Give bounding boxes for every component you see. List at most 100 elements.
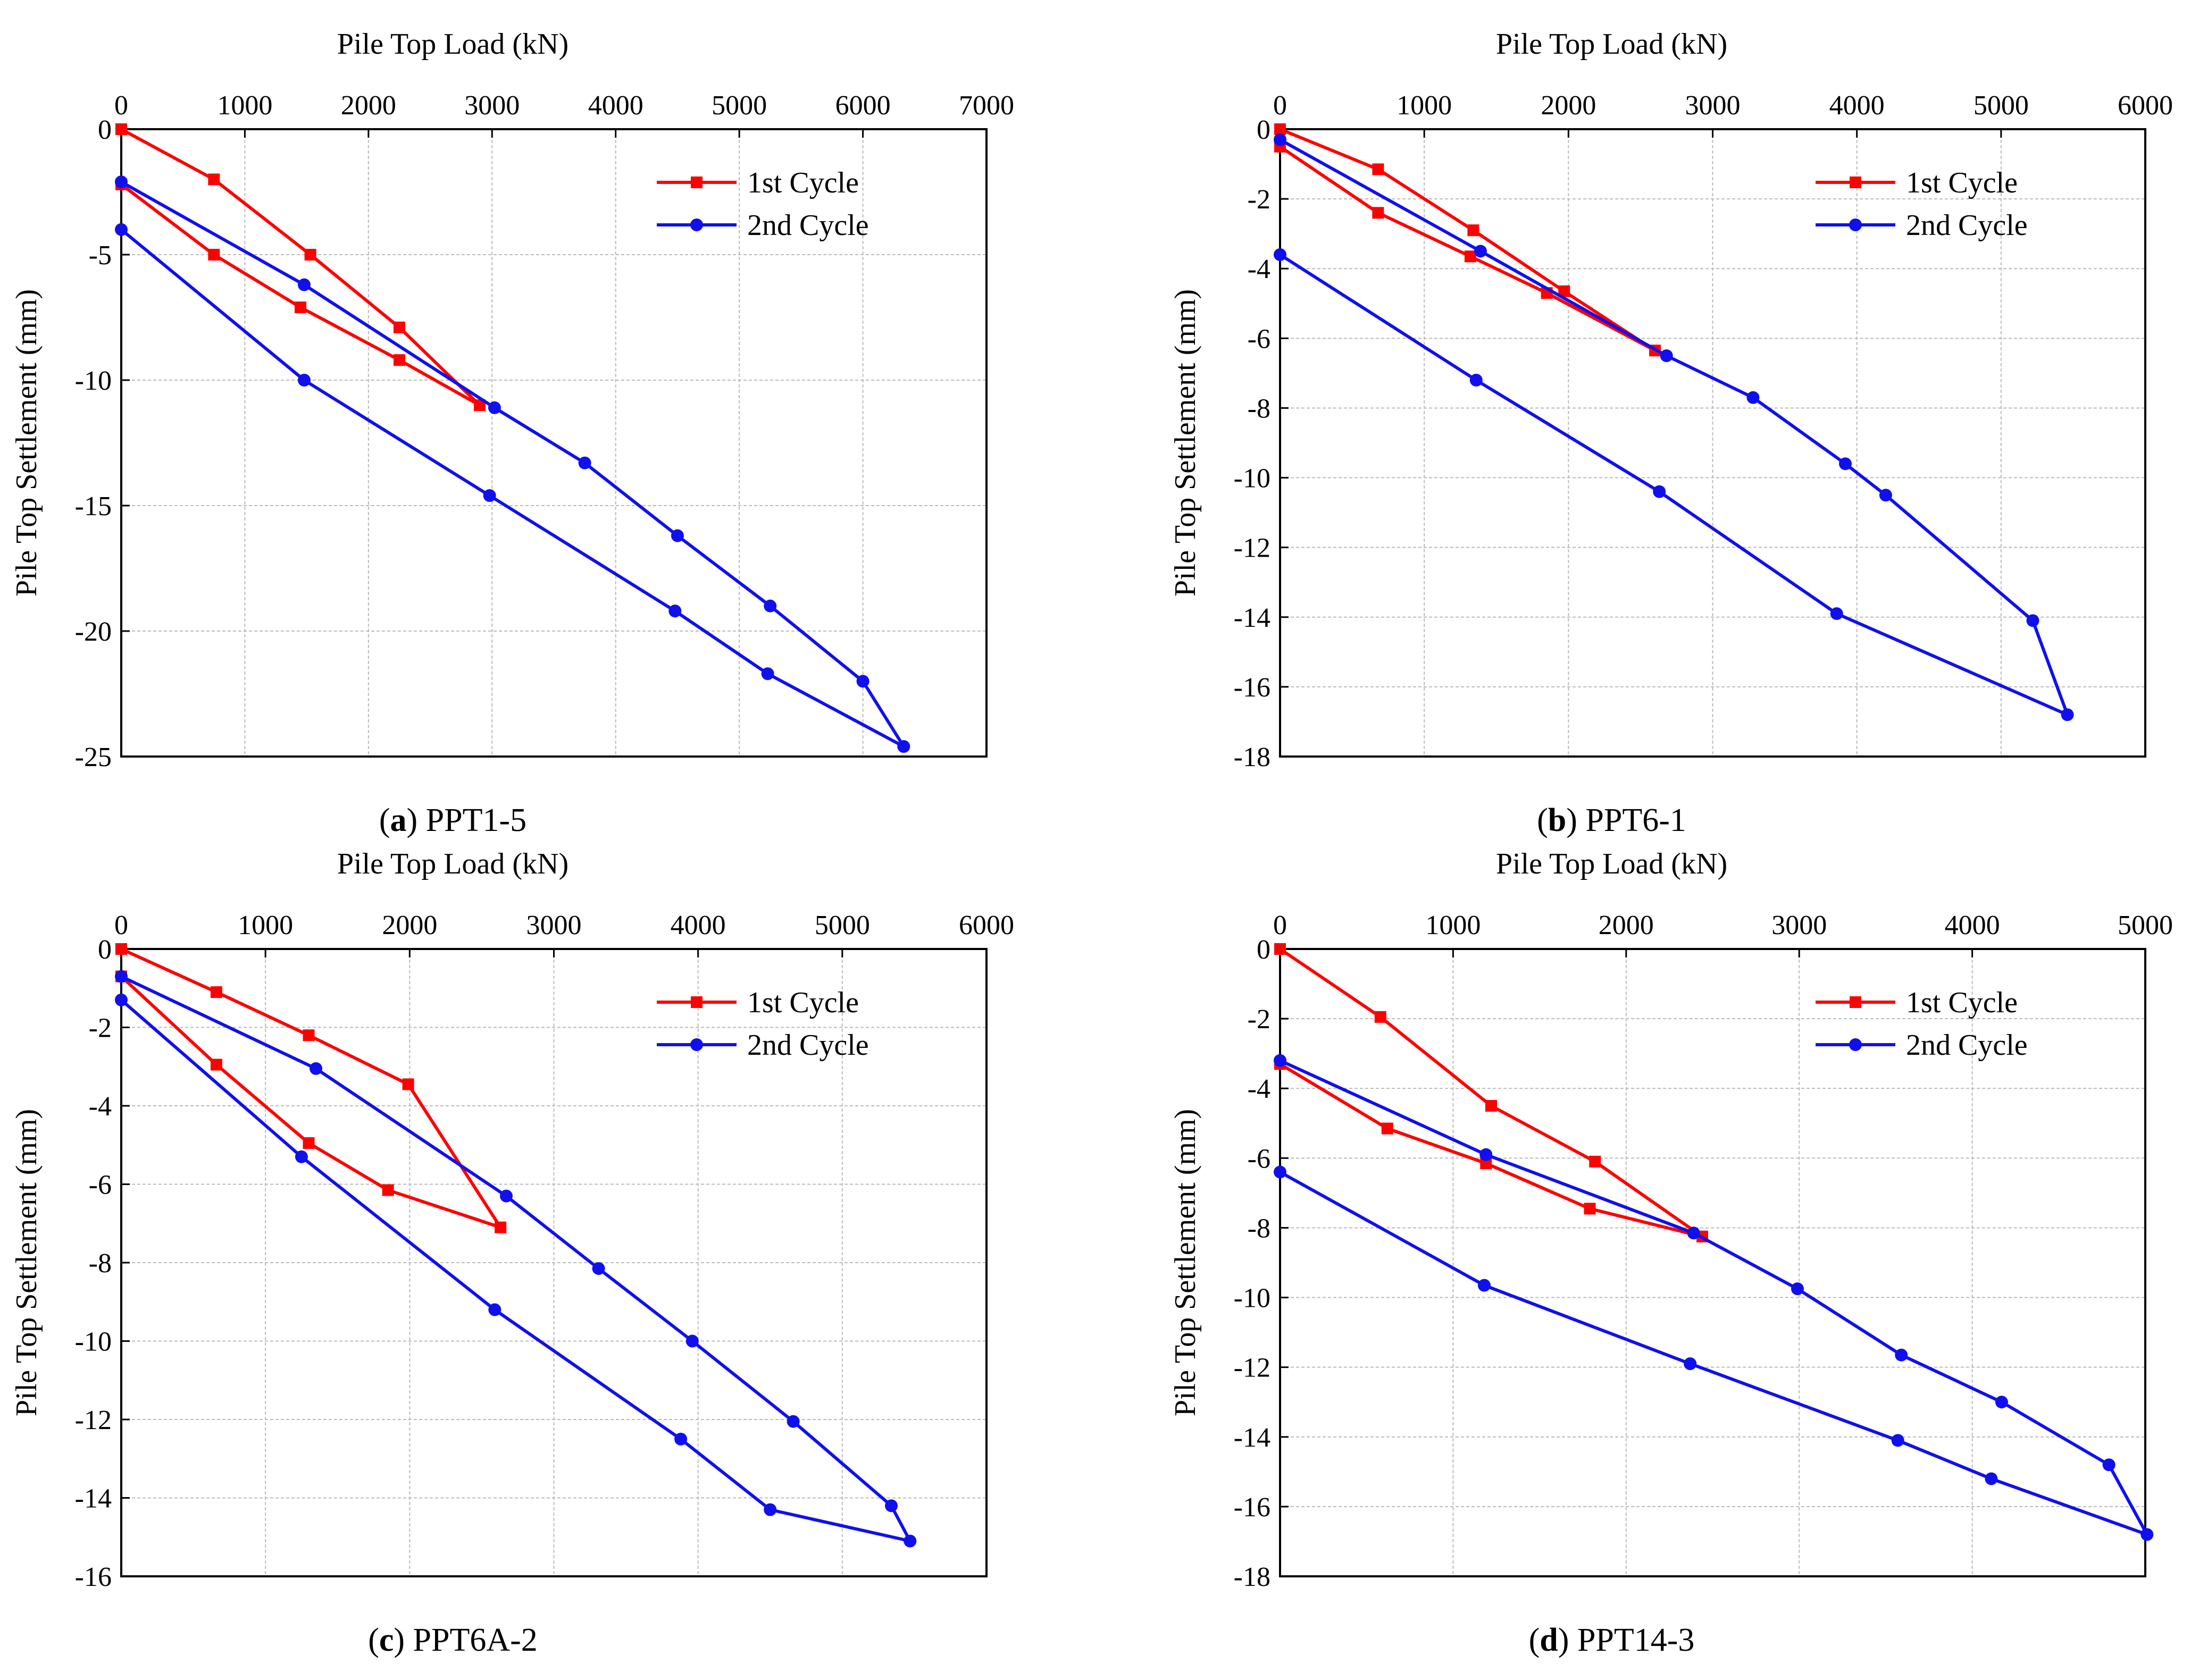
chart-0-series-1-point-2 [488,401,501,414]
chart-1-series-1-point-0 [1274,133,1286,146]
chart-3-ytick-label-1: -2 [1248,1004,1270,1035]
chart-0-ytick-label-4: -20 [75,617,112,647]
chart-2-caption: (c) PPT6A-2 [368,1622,538,1658]
chart-1-x-axis-title: Pile Top Load (kN) [1496,28,1727,61]
chart-0-series-0-point-1 [208,173,220,186]
chart-2-series-1-point-8 [764,1503,777,1516]
chart-0-xtick-label-1: 1000 [217,90,272,121]
chart-0-legend-marker-0 [691,177,703,188]
chart-2-xtick-label-3: 3000 [526,910,582,940]
chart-0-xtick-label-7: 7000 [959,90,1014,121]
chart-1-series-1-point-4 [1838,457,1852,471]
chart-3-series-1-point-11 [1477,1279,1491,1292]
chart-3-series-1-point-10 [1684,1357,1697,1371]
chart-0-series-1-point-9 [668,604,682,618]
chart-2-series-1-point-6 [885,1499,898,1513]
chart-3-ytick-label-0: 0 [1257,935,1270,965]
chart-2-xtick-label-4: 4000 [671,910,726,940]
chart-0-legend-marker-1 [690,219,703,231]
chart-1-series-1-point-6 [2026,614,2039,627]
chart-3-ytick-label-4: -8 [1248,1213,1270,1244]
panel-b: 0 1000 2000 3000 4000 5000 6000 0 -2 -4 -6 -8 -10 -12… [1169,28,2173,838]
chart-2-caption-text: ) PPT6A-2 [394,1622,537,1658]
chart-1-series-0-point-7 [1372,207,1384,219]
chart-0-series-0-point-4 [474,399,486,411]
chart-0-ytick-label-1: -5 [89,240,112,271]
chart-2-series-0-point-2 [303,1029,315,1041]
chart-1-xtick-label-4: 4000 [1829,90,1885,121]
chart-3-series-1-point-7 [2141,1528,2154,1541]
chart-2-ytick-label-7: -14 [75,1484,112,1514]
chart-0-xtick-label-4: 4000 [588,90,643,121]
chart-0-series-1-point-3 [578,456,591,469]
chart-1-series-1-point-1 [1474,245,1487,258]
chart-0-series-0-point-5 [393,354,405,366]
chart-1-xtick-label-2: 2000 [1541,90,1596,121]
chart-2-y-axis-title: Pile Top Settlement (mm) [10,1109,43,1416]
chart-2-ytick-label-5: -10 [75,1327,112,1357]
chart-2-series-0-point-7 [210,1059,222,1071]
chart-0-series-0-point-6 [295,301,307,314]
chart-3-xtick-label-4: 4000 [1945,910,2000,940]
chart-3-y-axis-title: Pile Top Settlement (mm) [1169,1109,1202,1416]
chart-0-ytick-label-5: -25 [75,742,112,772]
chart-0-x-axis-title: Pile Top Load (kN) [337,28,568,61]
chart-1-legend-label-0: 1st Cycle [1906,166,2018,199]
chart-0-series-1-point-1 [297,278,311,291]
chart-2-series-1-point-10 [488,1303,501,1316]
chart-2-series-1-point-9 [674,1432,688,1446]
chart-0-series-1-point-12 [115,223,128,236]
chart-0-frame [120,128,988,758]
chart-1-ytick-label-1: -2 [1248,184,1270,215]
chart-3-series-0-point-2 [1485,1100,1497,1112]
chart-3-ytick-label-7: -14 [1234,1423,1270,1453]
chart-1-ytick-label-5: -10 [1234,464,1270,494]
chart-1-ytick-label-4: -8 [1248,393,1270,424]
chart-2-legend-label-1: 2nd Cycle [747,1029,869,1062]
chart-0-series-1-point-5 [764,599,777,612]
chart-3-series-1-point-12 [1274,1165,1286,1179]
chart-2-series-0-point-3 [402,1078,414,1090]
chart-2-xtick-label-1: 1000 [238,910,293,940]
chart-1-ytick-label-0: 0 [1257,115,1270,145]
chart-3-ytick-label-6: -12 [1234,1353,1270,1383]
chart-3-xtick-label-1: 1000 [1425,910,1481,940]
chart-1-series-0-point-2 [1467,224,1479,237]
chart-0-series-1-point-7 [897,740,910,753]
chart-2-series-0-point-4 [495,1221,507,1233]
chart-3-ytick-label-8: -16 [1234,1492,1270,1523]
chart-1-caption: (b) PPT6-1 [1537,802,1686,838]
chart-0-ytick-label-3: -15 [75,491,112,522]
chart-1-series-0-point-3 [1558,285,1570,297]
chart-3-series-1-point-9 [1891,1434,1904,1447]
chart-0-caption: (a) PPT1-5 [379,802,526,838]
chart-2-ytick-label-4: -8 [89,1248,112,1279]
chart-2-xtick-label-0: 0 [114,910,128,940]
chart-1-series-1-point-3 [1746,391,1760,404]
chart-0-ytick-label-2: -10 [75,366,112,396]
chart-0-series-0-point-2 [304,249,316,261]
chart-3-xtick-label-5: 5000 [2118,910,2173,940]
chart-1-xtick-label-1: 1000 [1397,90,1452,121]
chart-3-series-0-point-3 [1589,1155,1601,1167]
chart-1-ytick-label-2: -4 [1248,254,1270,284]
chart-2-series-1-point-3 [592,1262,605,1275]
panel-c: 0 1000 2000 3000 4000 5000 6000 0 -2 -4 -6 -8 -10 -12… [10,847,1014,1658]
chart-2-legend-marker-1 [690,1038,703,1051]
panel-a: 0 1000 2000 3000 4000 5000 6000 7000 0 -5 -10 -15 -2… [10,28,1014,838]
chart-1-ytick-label-3: -6 [1248,324,1270,354]
chart-1-xtick-label-6: 6000 [2118,90,2173,121]
chart-1-ytick-label-6: -12 [1234,533,1270,564]
chart-3-ytick-label-5: -10 [1234,1283,1270,1314]
chart-1-ytick-label-7: -14 [1234,603,1270,633]
panel-d: 0 1000 2000 3000 4000 5000 0 -2 -4 -6 -8 -10 -12 -14 -… [1169,847,2173,1658]
chart-0-xtick-label-2: 2000 [341,90,396,121]
chart-1-xtick-label-5: 5000 [1974,90,2029,121]
chart-2-legend-marker-0 [691,996,703,1008]
chart-2-caption-paren-open: ( [368,1622,379,1658]
chart-2-ytick-label-6: -12 [75,1405,112,1435]
chart-3-caption-paren-open: ( [1529,1622,1540,1658]
chart-1-caption-paren-open: ( [1537,802,1548,838]
chart-3-ytick-label-2: -4 [1248,1074,1270,1104]
chart-3-frame [1279,948,2146,1577]
